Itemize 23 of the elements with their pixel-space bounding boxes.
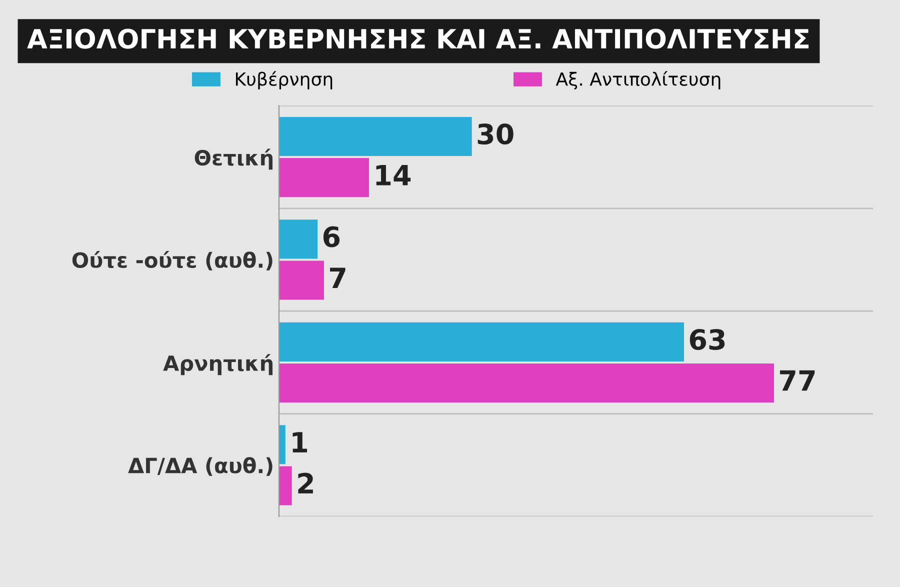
chart-title: ΑΞΙΟΛΟΓΗΣΗ ΚΥΒΕΡΝΗΣΗΣ ΚΑΙ ΑΞ. ΑΝΤΙΠΟΛΙΤΕΥΣΗΣ xyxy=(27,28,809,49)
bar xyxy=(279,322,684,362)
y-tick-label: ΔΓ/ΔΑ (αυθ.) xyxy=(128,457,272,476)
data-label: 30 xyxy=(478,124,514,145)
data-label: 14 xyxy=(376,164,411,186)
bar xyxy=(279,220,318,259)
bar xyxy=(279,364,774,403)
data-label: 2 xyxy=(298,472,313,494)
data-label: 7 xyxy=(330,268,346,288)
data-label: 77 xyxy=(780,370,815,391)
bar xyxy=(279,116,472,156)
y-tick-label: Αρνητική xyxy=(163,354,273,376)
y-tick-label: Θετική xyxy=(194,148,273,170)
legend-label: Αξ. Αντιπολίτευση xyxy=(556,71,720,90)
bar xyxy=(279,260,324,300)
bar xyxy=(279,425,286,464)
y-tick-label: Ούτε -ούτε (αυθ.) xyxy=(72,251,272,270)
data-label: 63 xyxy=(690,328,725,350)
data-label: 1 xyxy=(292,432,308,452)
data-label: 6 xyxy=(323,226,340,248)
bar xyxy=(279,466,292,506)
bar xyxy=(279,158,369,198)
legend-label: Κυβέρνηση xyxy=(236,71,332,90)
